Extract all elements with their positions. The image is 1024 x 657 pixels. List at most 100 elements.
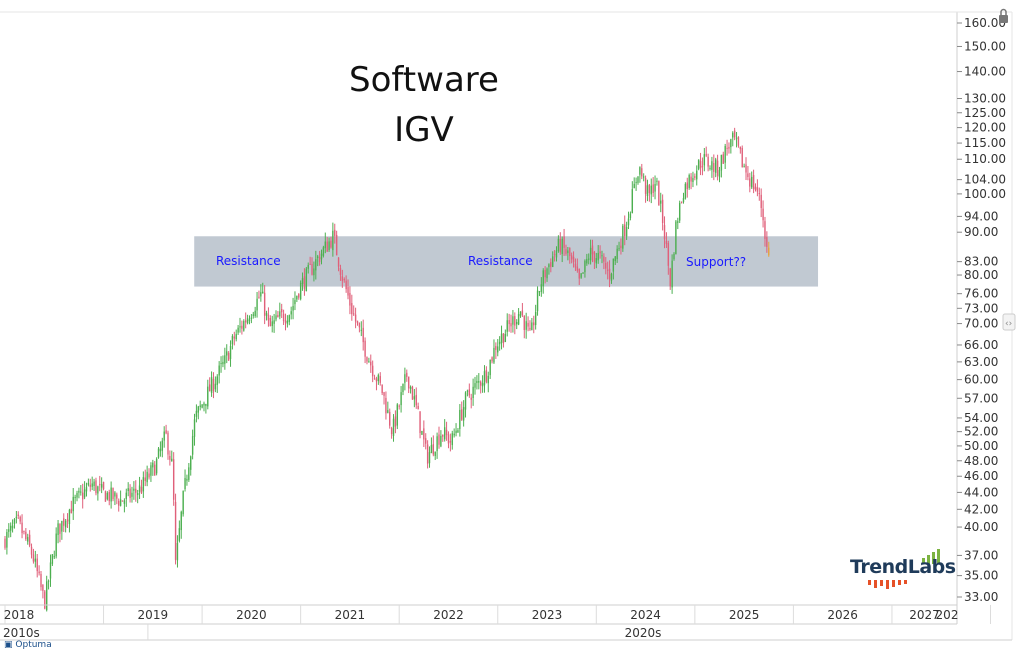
candle-body bbox=[135, 488, 137, 493]
candle-body bbox=[273, 320, 275, 324]
candle-body bbox=[34, 558, 37, 562]
candle-body bbox=[322, 247, 325, 256]
candle-body bbox=[500, 333, 503, 343]
candle-body bbox=[540, 284, 543, 292]
candle-body bbox=[32, 554, 35, 562]
candle-body bbox=[487, 375, 489, 384]
candle-body bbox=[311, 263, 313, 275]
candle-body bbox=[703, 154, 706, 166]
candle-body bbox=[150, 465, 152, 476]
candle-body bbox=[616, 248, 618, 260]
y-tick-label: 70.00 bbox=[964, 317, 998, 331]
y-tick-label: 42.00 bbox=[964, 502, 998, 516]
candle-body bbox=[442, 434, 444, 437]
candle-body bbox=[495, 346, 497, 350]
candle-body bbox=[453, 433, 455, 436]
candle-body bbox=[303, 276, 306, 289]
candle-body bbox=[705, 154, 707, 156]
candle-body bbox=[533, 322, 535, 326]
candle-body bbox=[260, 292, 262, 297]
candle-body bbox=[191, 436, 194, 455]
candle-body bbox=[678, 203, 681, 221]
candle-body bbox=[419, 411, 421, 434]
candle-body bbox=[644, 178, 647, 194]
candle-body bbox=[741, 147, 743, 168]
candle-body bbox=[176, 542, 179, 561]
candle-body bbox=[726, 147, 728, 149]
candle-body bbox=[624, 224, 626, 237]
candle-body bbox=[55, 533, 57, 557]
candle-body bbox=[375, 378, 378, 382]
candle-body bbox=[625, 226, 628, 237]
candle-body bbox=[45, 581, 48, 611]
candle-body bbox=[445, 429, 448, 436]
scale-handle-icon[interactable]: ‹› bbox=[1002, 313, 1016, 331]
candle-body bbox=[207, 386, 209, 407]
candle-body bbox=[193, 419, 196, 437]
candle-body bbox=[423, 428, 425, 440]
candle-body bbox=[172, 459, 175, 500]
candle-body bbox=[760, 194, 762, 209]
candle-body bbox=[87, 482, 90, 485]
candle-body bbox=[425, 438, 427, 444]
candle-body bbox=[99, 484, 101, 486]
logo-bars-icon bbox=[868, 549, 940, 589]
candle-body bbox=[252, 314, 254, 316]
candle-body bbox=[171, 458, 173, 462]
svg-text:‹›: ‹› bbox=[1005, 319, 1012, 329]
y-tick-label: 33.00 bbox=[964, 590, 998, 604]
lock-icon[interactable] bbox=[999, 8, 1008, 24]
candle-body bbox=[370, 361, 372, 366]
candle-body bbox=[527, 322, 529, 327]
candle-body bbox=[28, 534, 31, 546]
candle-body bbox=[481, 383, 484, 387]
candle-body bbox=[714, 159, 717, 173]
candle-body bbox=[356, 320, 359, 324]
candle-body bbox=[36, 558, 38, 572]
candle-body bbox=[745, 164, 747, 173]
candle-body bbox=[154, 464, 156, 476]
candle-body bbox=[364, 340, 366, 357]
candle-body bbox=[89, 484, 91, 487]
candle-body bbox=[701, 166, 704, 168]
candle-body bbox=[377, 374, 380, 382]
candle-body bbox=[59, 523, 61, 534]
candle-body bbox=[730, 139, 732, 148]
candle-body bbox=[387, 410, 389, 413]
candle-body bbox=[646, 185, 649, 196]
candle-body bbox=[426, 444, 429, 464]
x-tick-label: 2018 bbox=[4, 608, 35, 622]
candle-body bbox=[334, 229, 336, 236]
candle-body bbox=[671, 260, 673, 288]
candle-body bbox=[523, 315, 525, 331]
candle-body bbox=[747, 173, 749, 177]
vendor-icon: ▣ bbox=[4, 640, 13, 650]
candle-body bbox=[127, 488, 129, 491]
candle-body bbox=[27, 537, 29, 542]
candle-body bbox=[451, 433, 453, 446]
candle-body bbox=[42, 585, 44, 591]
candle-body bbox=[203, 403, 205, 406]
candle-body bbox=[394, 416, 397, 427]
y-tick-label: 94.00 bbox=[964, 209, 998, 223]
candle-body bbox=[371, 365, 374, 377]
trendlabs-logo: TrendLabs bbox=[850, 546, 956, 590]
candle-body bbox=[248, 319, 251, 321]
candle-body bbox=[190, 456, 192, 470]
candle-body bbox=[114, 492, 116, 497]
candle-body bbox=[379, 376, 381, 383]
candle-body bbox=[633, 183, 635, 189]
candle-body bbox=[360, 329, 362, 331]
candle-body bbox=[514, 316, 516, 326]
candle-body bbox=[756, 187, 759, 192]
candles bbox=[4, 127, 770, 612]
candle-body bbox=[457, 430, 459, 433]
candle-body bbox=[565, 249, 567, 254]
candle-body bbox=[677, 221, 679, 223]
candle-body bbox=[339, 268, 342, 275]
candle-body bbox=[112, 488, 114, 500]
candle-body bbox=[279, 311, 281, 317]
y-tick-label: 37.00 bbox=[964, 548, 998, 562]
candle-body bbox=[665, 240, 668, 244]
